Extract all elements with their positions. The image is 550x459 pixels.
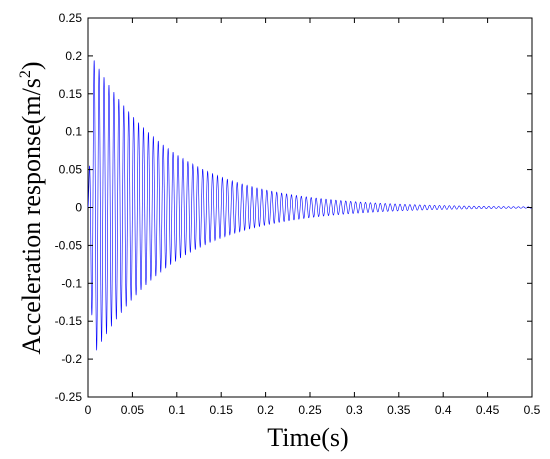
x-tick-label: 0 (85, 403, 92, 417)
x-tick-label: 0.45 (476, 403, 500, 417)
y-tick-label: 0.05 (59, 163, 83, 177)
x-tick-label: 0.35 (387, 403, 411, 417)
y-axis-label-superscript: 2 (17, 70, 34, 78)
y-tick-label: 0 (75, 201, 82, 215)
y-tick-label: -0.2 (61, 352, 82, 366)
y-tick-label: 0.2 (65, 49, 82, 63)
y-tick-label: -0.15 (55, 314, 83, 328)
y-axis-label-close: ) (17, 61, 46, 70)
y-axis-label: Acceleration response(m/s2) (17, 61, 46, 354)
y-tick-label: -0.05 (55, 238, 83, 252)
y-tick-label: 0.25 (59, 11, 83, 25)
y-axis-label-main: Acceleration response(m/s (17, 78, 46, 355)
y-tick-label: 0.1 (65, 125, 82, 139)
x-axis-label: Time(s) (267, 423, 348, 452)
y-tick-label: -0.25 (55, 390, 83, 404)
x-tick-label: 0.15 (210, 403, 234, 417)
series-layer (87, 60, 533, 351)
labels-layer: 0 0.05 0.1 0.15 0.2 0.25 0.3 0.35 0.4 0.45 0.5 0.25… (55, 11, 541, 417)
x-tick-label: 0.1 (168, 403, 185, 417)
series-line (87, 60, 533, 351)
x-tick-label: 0.05 (121, 403, 145, 417)
y-tick-label: 0.15 (59, 87, 83, 101)
y-tick-label: -0.1 (61, 276, 82, 290)
x-tick-label: 0.2 (257, 403, 274, 417)
x-tick-label: 0.5 (524, 403, 541, 417)
ticks-layer (87, 17, 533, 398)
x-tick-label: 0.4 (435, 403, 452, 417)
x-tick-label: 0.3 (346, 403, 363, 417)
x-tick-label: 0.25 (298, 403, 322, 417)
